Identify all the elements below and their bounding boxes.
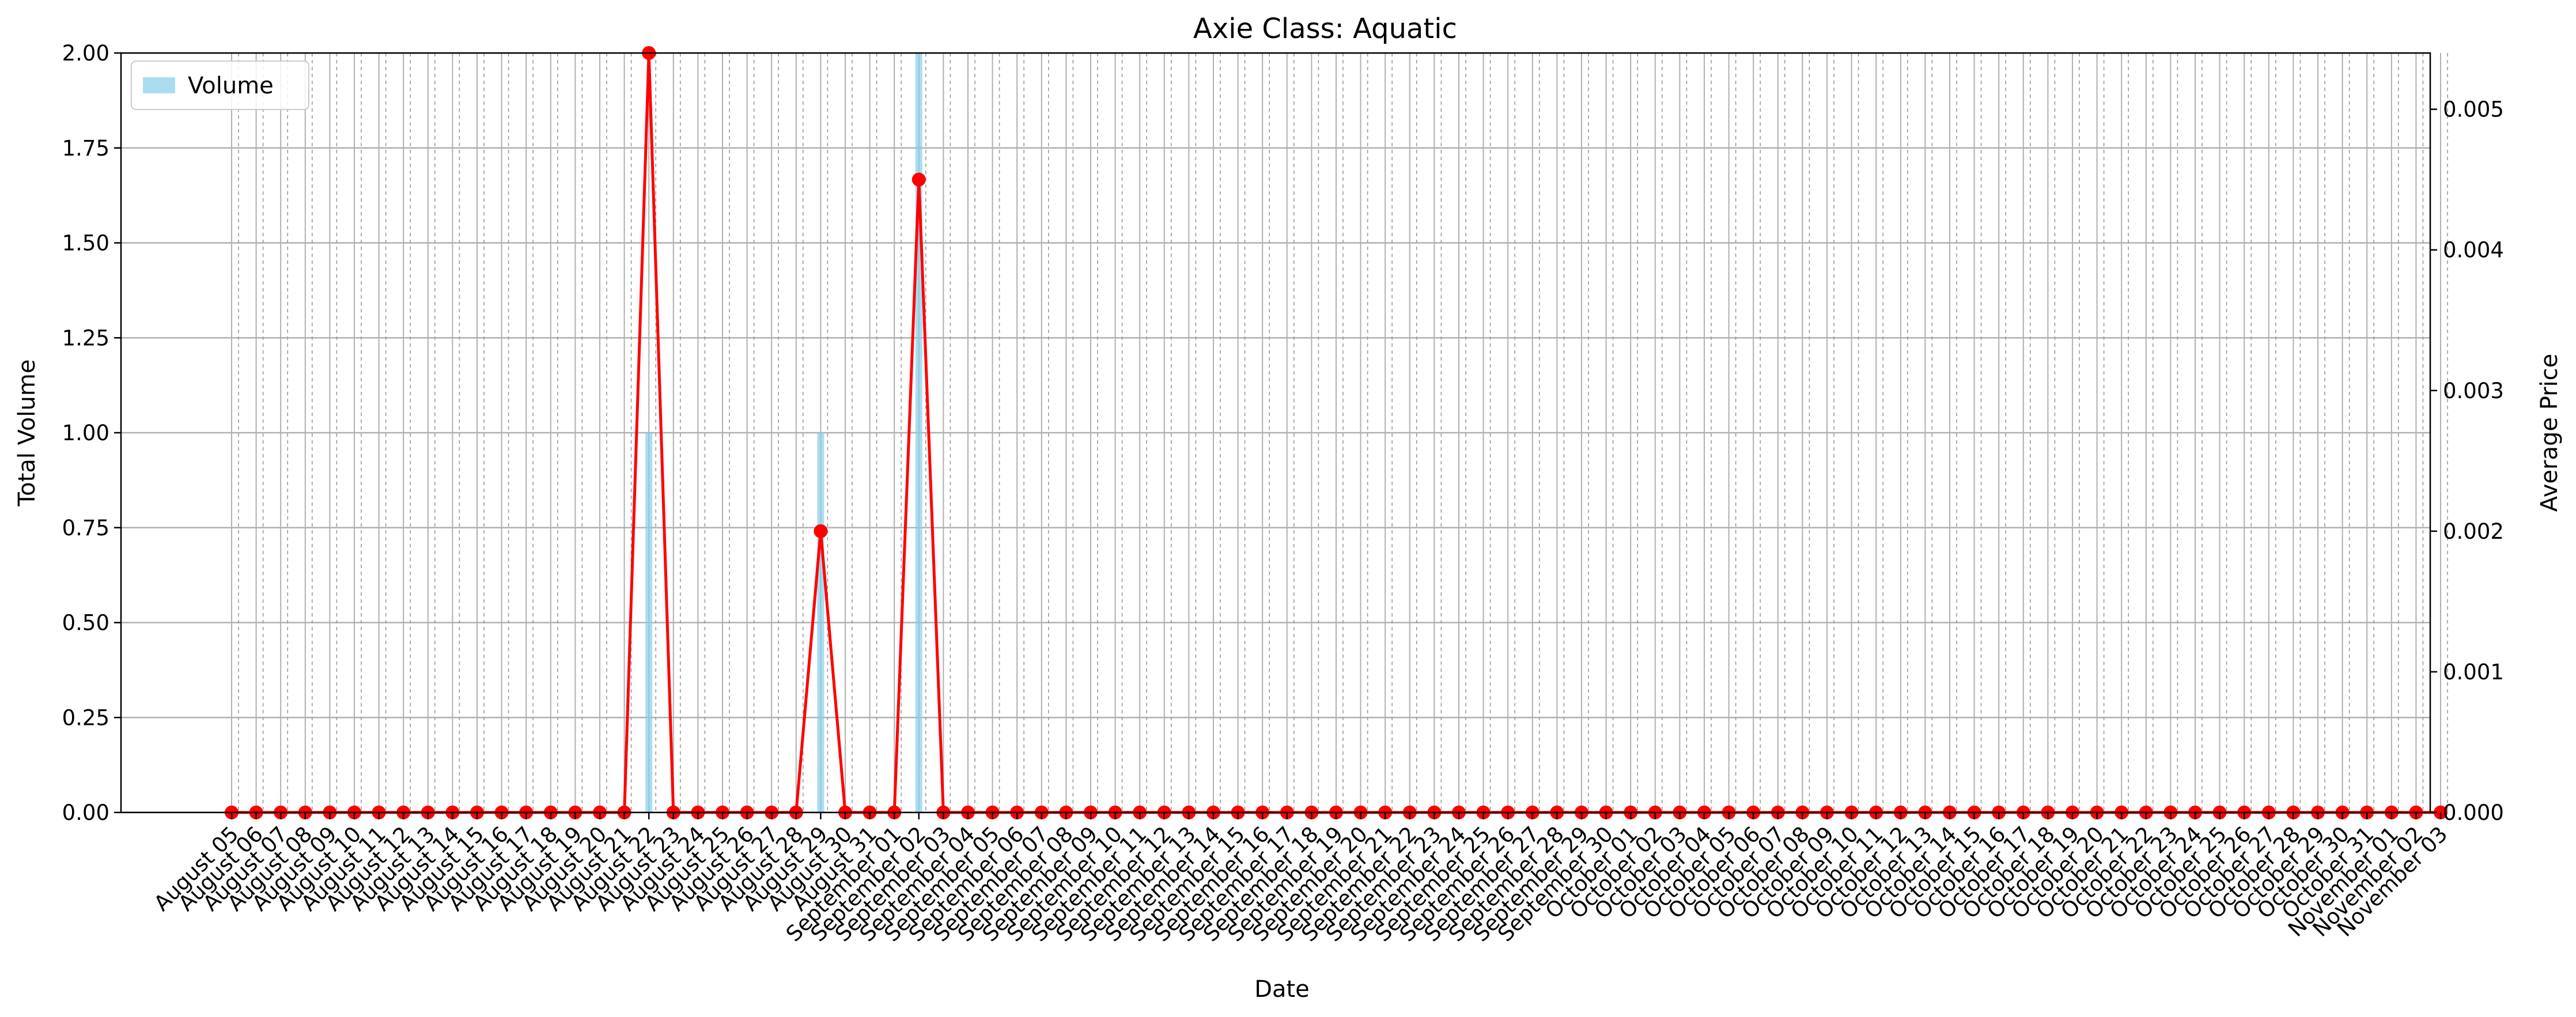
left-tick-label: 0.25 xyxy=(62,705,109,730)
chart-title: Axie Class: Aquatic xyxy=(1193,13,1457,45)
left-tick-label: 1.75 xyxy=(62,136,109,161)
right-y-axis: 0.000 0.001 0.002 0.003 0.004 0.005 xyxy=(2430,97,2504,825)
grid-layer xyxy=(121,52,2448,814)
right-tick-label: 0.001 xyxy=(2443,660,2504,685)
x-axis-label: Date xyxy=(1254,976,1310,1003)
price-point xyxy=(814,524,828,538)
left-tick-label: 1.25 xyxy=(62,326,109,350)
right-tick-label: 0.003 xyxy=(2443,379,2504,403)
right-tick-label: 0.005 xyxy=(2443,97,2504,122)
volume-bar xyxy=(645,433,653,812)
right-tick-label: 0.000 xyxy=(2443,800,2504,825)
right-tick-label: 0.002 xyxy=(2443,519,2504,544)
left-tick-label: 1.00 xyxy=(62,421,109,445)
left-tick-label: 0.50 xyxy=(62,611,109,636)
right-tick-label: 0.004 xyxy=(2443,238,2504,263)
left-tick-label: 2.00 xyxy=(62,41,109,66)
volume-bar xyxy=(915,53,922,812)
left-tick-label: 0.00 xyxy=(62,800,109,825)
left-y-axis-label: Total Volume xyxy=(14,360,40,507)
left-y-axis: 0.00 0.25 0.50 0.75 1.00 1.25 1.50 1.75 2.00 xyxy=(62,41,121,825)
legend-swatch-volume xyxy=(143,77,175,93)
legend-label-volume: Volume xyxy=(188,73,274,99)
price-point xyxy=(911,172,926,187)
legend: Volume xyxy=(131,61,309,110)
legend-box xyxy=(131,61,309,110)
left-tick-label: 1.50 xyxy=(62,231,109,256)
left-tick-label: 0.75 xyxy=(62,516,109,540)
right-y-axis-label: Average Price xyxy=(2536,354,2563,512)
volume-bar xyxy=(817,433,824,812)
